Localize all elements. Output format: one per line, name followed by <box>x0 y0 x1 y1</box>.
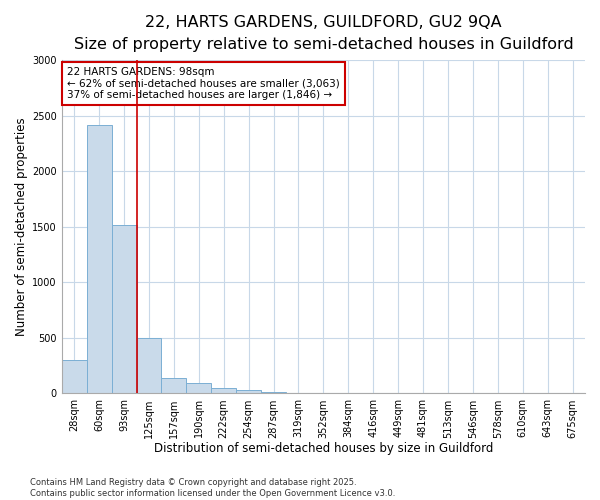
Text: 22 HARTS GARDENS: 98sqm
← 62% of semi-detached houses are smaller (3,063)
37% of: 22 HARTS GARDENS: 98sqm ← 62% of semi-de… <box>67 67 340 100</box>
Bar <box>187 384 211 394</box>
Bar <box>62 360 86 394</box>
Title: 22, HARTS GARDENS, GUILDFORD, GU2 9QA
Size of property relative to semi-detached: 22, HARTS GARDENS, GUILDFORD, GU2 9QA Si… <box>74 15 573 52</box>
Bar <box>236 390 261 394</box>
X-axis label: Distribution of semi-detached houses by size in Guildford: Distribution of semi-detached houses by … <box>154 442 493 455</box>
Bar <box>261 392 286 394</box>
Bar <box>137 338 161 394</box>
Bar <box>86 124 112 394</box>
Y-axis label: Number of semi-detached properties: Number of semi-detached properties <box>15 118 28 336</box>
Bar <box>286 393 311 394</box>
Bar <box>211 388 236 394</box>
Bar <box>161 378 187 394</box>
Bar <box>112 224 137 394</box>
Text: Contains HM Land Registry data © Crown copyright and database right 2025.
Contai: Contains HM Land Registry data © Crown c… <box>30 478 395 498</box>
